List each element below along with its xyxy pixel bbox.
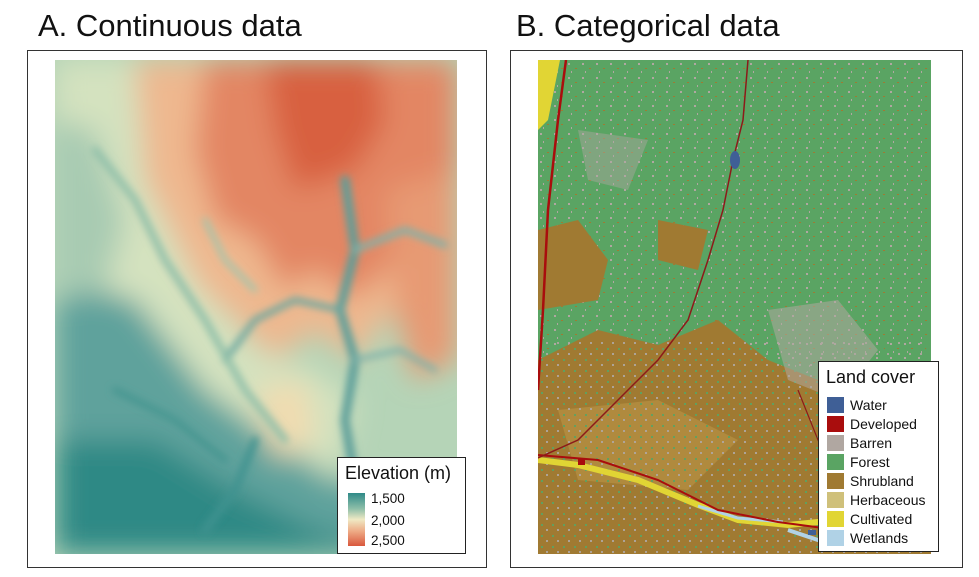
land-cover-legend: Land cover Water Developed Barren Forest…: [818, 361, 939, 552]
elevation-color-bar: [348, 493, 365, 546]
water-swatch: [827, 397, 844, 413]
legend-item-developed: Developed: [827, 414, 939, 433]
legend-item-wetlands: Wetlands: [827, 528, 939, 547]
legend-item-cultivated: Cultivated: [827, 509, 939, 528]
cultivated-swatch: [827, 511, 844, 527]
legend-label-cultivated: Cultivated: [850, 511, 913, 527]
elevation-tick: [365, 540, 369, 541]
shrubland-swatch: [827, 473, 844, 489]
legend-label-water: Water: [850, 397, 887, 413]
legend-item-barren: Barren: [827, 433, 939, 452]
elevation-label-low: 1,500: [371, 491, 405, 506]
wetlands-swatch: [827, 530, 844, 546]
panel-b-title: B. Categorical data: [516, 8, 780, 43]
legend-item-herbaceous: Herbaceous: [827, 490, 939, 509]
panel-a-title: A. Continuous data: [38, 8, 302, 43]
legend-label-herbaceous: Herbaceous: [850, 492, 926, 508]
elevation-legend: Elevation (m) 1,500 2,000 2,500: [337, 457, 466, 554]
barren-swatch: [827, 435, 844, 451]
forest-swatch: [827, 454, 844, 470]
legend-label-developed: Developed: [850, 416, 917, 432]
elevation-map: [55, 60, 457, 554]
legend-item-shrubland: Shrubland: [827, 471, 939, 490]
legend-item-forest: Forest: [827, 452, 939, 471]
legend-label-wetlands: Wetlands: [850, 530, 909, 546]
legend-label-forest: Forest: [850, 454, 890, 470]
legend-item-water: Water: [827, 395, 939, 414]
elevation-label-mid: 2,000: [371, 513, 405, 528]
legend-label-barren: Barren: [850, 435, 893, 451]
elevation-legend-title: Elevation (m): [345, 463, 452, 483]
elevation-tick: [365, 520, 369, 521]
elevation-label-high: 2,500: [371, 533, 405, 548]
elevation-tick: [365, 498, 369, 499]
developed-swatch: [827, 416, 844, 432]
legend-label-shrubland: Shrubland: [850, 473, 914, 489]
land-cover-legend-title: Land cover: [826, 367, 916, 387]
herbaceous-swatch: [827, 492, 844, 508]
